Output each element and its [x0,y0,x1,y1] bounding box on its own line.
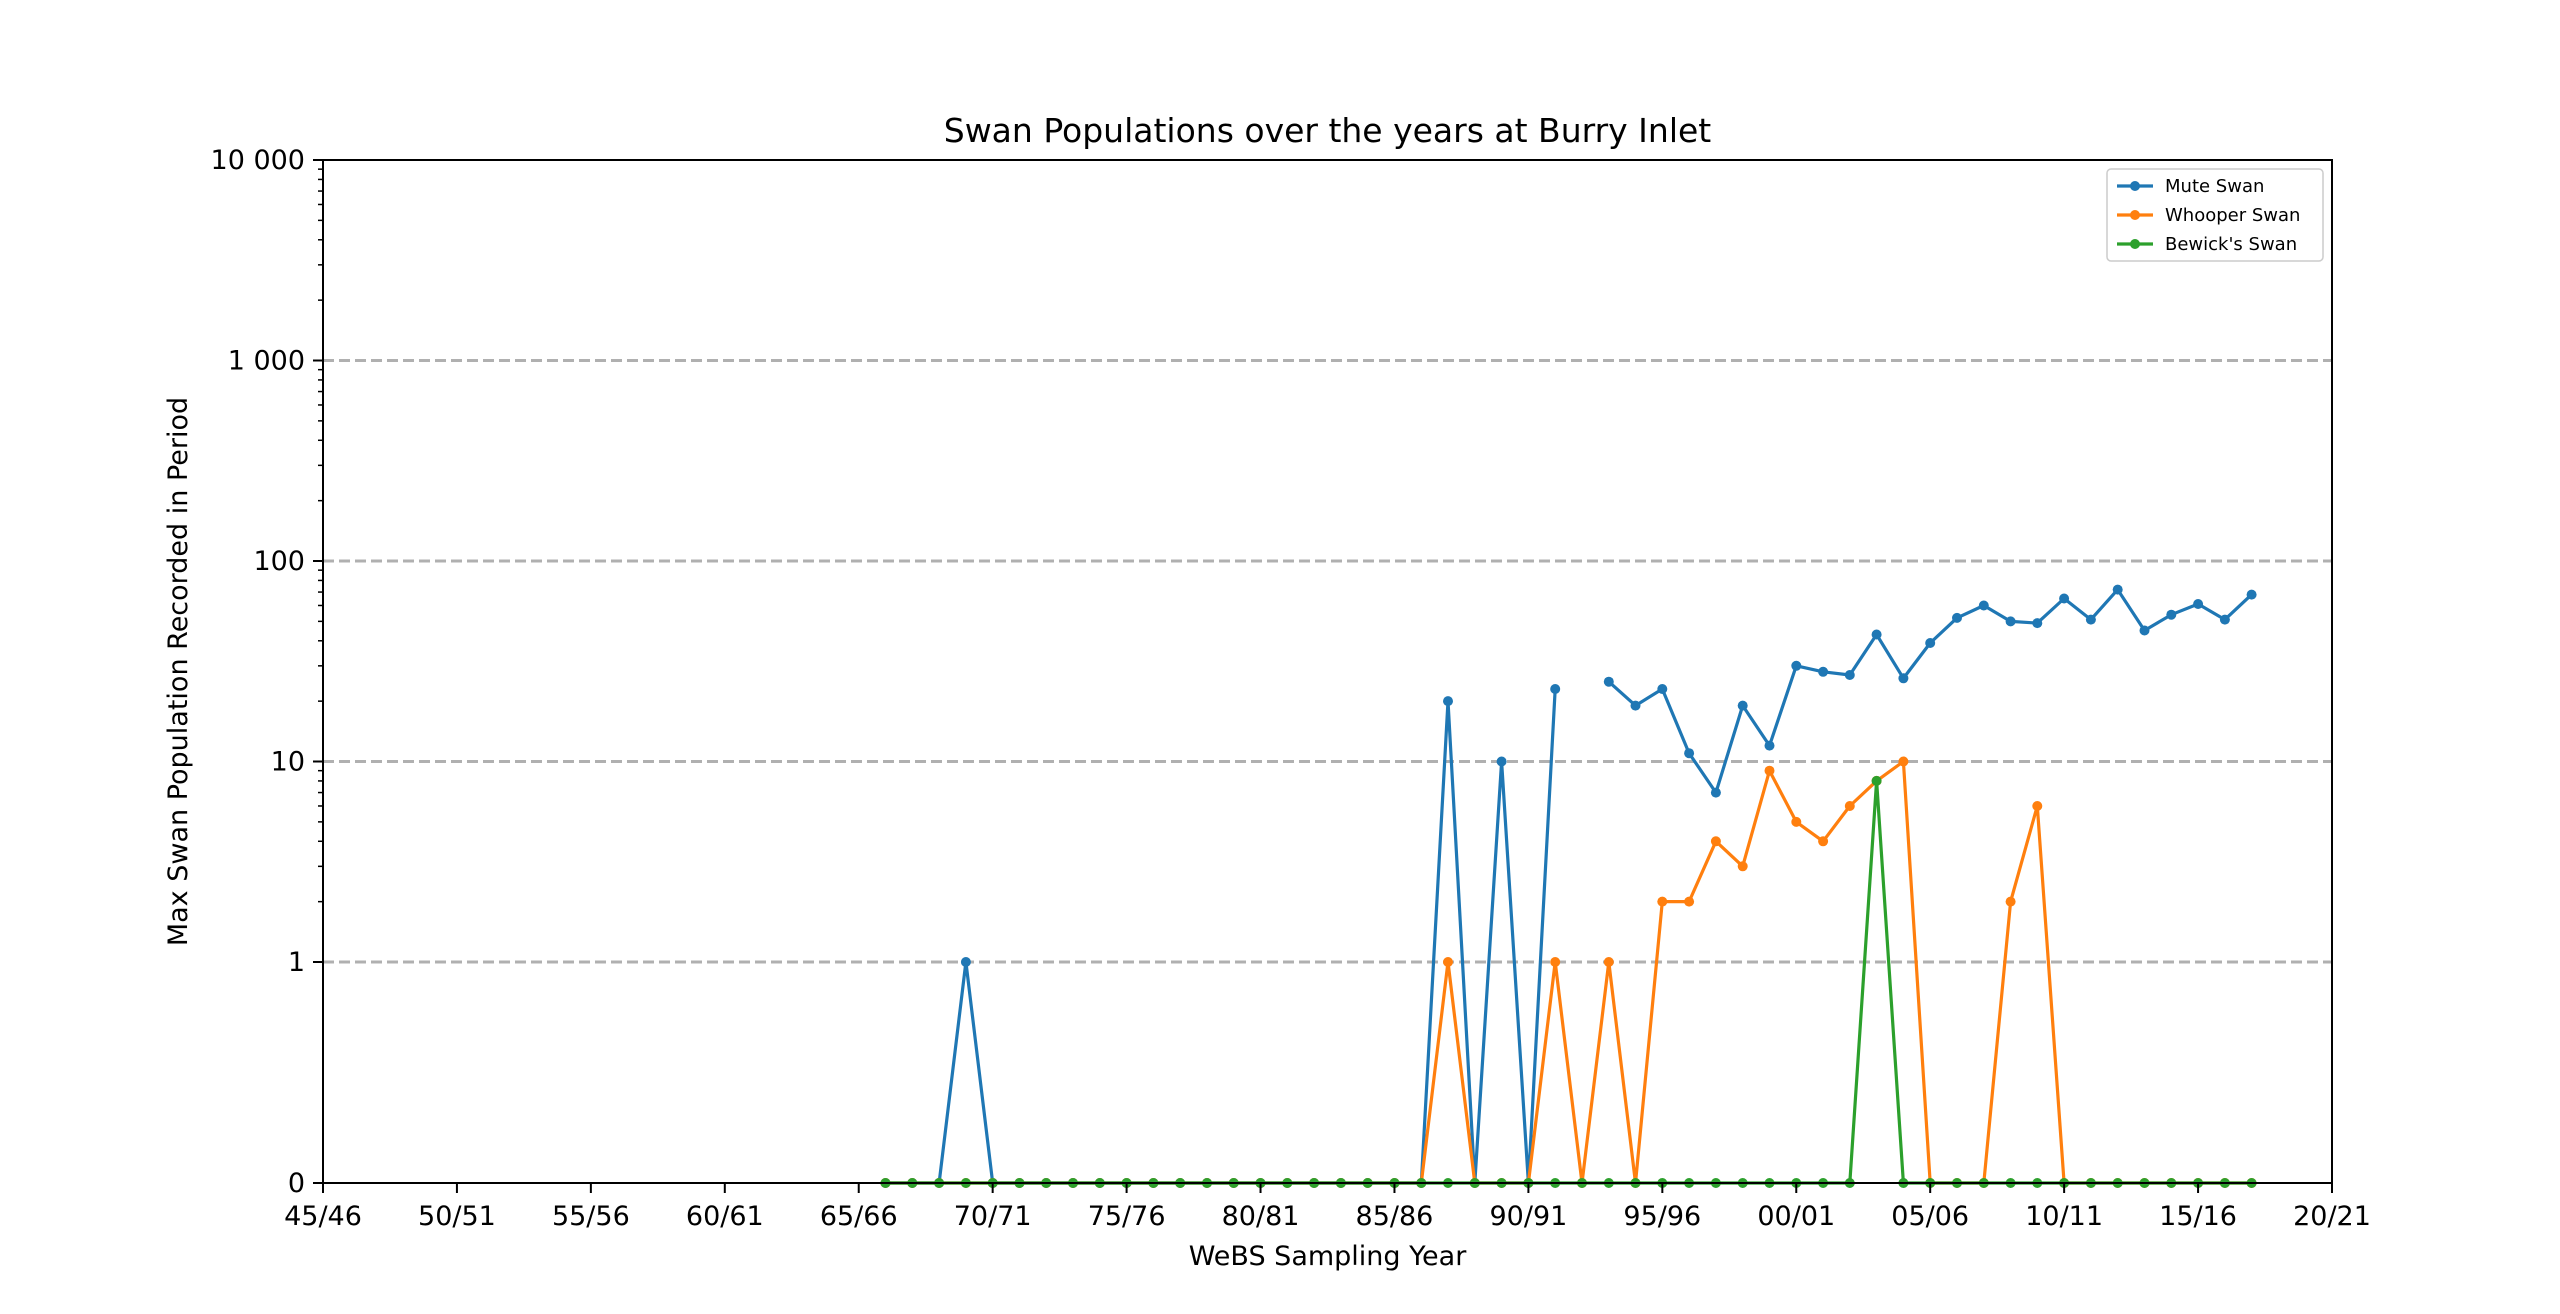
data-point [1844,801,1855,811]
data-point [1603,676,1614,687]
y-tick-label: 1 000 [228,346,305,377]
data-point [1684,748,1695,759]
series-whooper-swan [880,756,2257,1188]
data-point [1710,787,1721,798]
data-point [1764,765,1775,776]
data-point [2085,614,2096,625]
x-tick-label: 75/76 [1088,1201,1166,1232]
x-tick-label: 05/06 [1891,1201,1969,1232]
data-point [1737,700,1748,711]
data-point [1952,612,1962,623]
data-point [1791,660,1802,671]
grid-lines [323,359,2332,964]
data-point [2166,609,2177,620]
data-point [1630,700,1641,711]
data-point [1443,696,1453,707]
x-tick-label: 85/86 [1356,1201,1434,1232]
legend-box [2106,168,2324,262]
chart-title: Swan Populations over the years at Burry… [944,111,1712,150]
data-point [1978,600,1989,611]
data-point [1791,816,1802,827]
data-point [2032,618,2043,629]
y-tick-label: 10 [271,747,305,778]
data-point [1710,836,1721,847]
y-tick-label: 0 [288,1168,305,1199]
data-point [1764,740,1775,751]
legend: Mute Swan Whooper Swan Bewick's Swan [2106,168,2324,262]
x-tick-label: 55/56 [552,1201,630,1232]
legend-marker [2130,181,2140,191]
data-point [1443,957,1453,967]
data-point [1550,957,1561,967]
legend-marker [2130,239,2140,249]
data-point [1818,836,1829,847]
y-tick-label: 100 [253,546,305,577]
series-layer [880,584,2257,1188]
data-point [1871,775,1882,786]
data-point [1603,957,1614,967]
x-tick-label: 95/96 [1623,1201,1701,1232]
data-point [1898,756,1909,767]
plot-frame [322,159,2333,1184]
data-point [1684,896,1695,907]
data-point [1844,670,1855,680]
data-point [2005,616,2016,627]
legend-label: Bewick's Swan [2165,234,2297,255]
data-point [1550,684,1561,694]
data-point [960,957,971,967]
series-line [885,759,2252,1185]
y-axis-title: Max Swan Population Recorded in Period [163,397,194,946]
x-tick-label: 10/11 [2025,1201,2103,1232]
x-tick-label: 90/91 [1489,1201,1567,1232]
data-point [2139,625,2150,636]
data-point [2246,589,2257,600]
data-point [2112,584,2123,595]
data-point [2032,801,2043,811]
x-tick-label: 00/01 [1757,1201,1835,1232]
x-tick-label: 50/51 [418,1201,496,1232]
series-line [885,688,1557,1185]
legend-marker [2130,210,2140,220]
y-tick-label: 1 [288,947,305,978]
x-tick-label: 80/81 [1222,1201,1300,1232]
legend-label: Mute Swan [2165,176,2264,197]
y-axis: 0 1 10 100 1 000 10 000 [211,145,323,1199]
data-point [1871,629,1882,640]
data-point [1657,684,1668,694]
data-point [2219,614,2230,625]
data-point [1818,666,1829,677]
data-point [1496,756,1507,767]
x-tick-label: 70/71 [954,1201,1032,1232]
x-tick-label: 45/46 [284,1201,362,1232]
y-tick-label: 10 000 [211,145,305,176]
series-mute-swan [880,584,2257,1188]
legend-label: Whooper Swan [2165,205,2300,226]
x-axis-title: WeBS Sampling Year [1189,1241,1468,1272]
data-point [1898,673,1909,684]
data-point [2005,896,2016,907]
data-point [1925,638,1936,648]
x-tick-label: 15/16 [2159,1201,2237,1232]
x-tick-label: 20/21 [2293,1201,2371,1232]
x-axis: 45/46 50/51 55/56 60/61 65/66 70/71 75/76 80/81… [284,1183,2371,1232]
series-line [885,779,2252,1185]
data-point [2059,593,2070,604]
data-point [2193,599,2204,609]
x-tick-label: 65/66 [820,1201,898,1232]
data-point [1657,896,1668,907]
data-point [1737,861,1748,872]
x-tick-label: 60/61 [686,1201,764,1232]
